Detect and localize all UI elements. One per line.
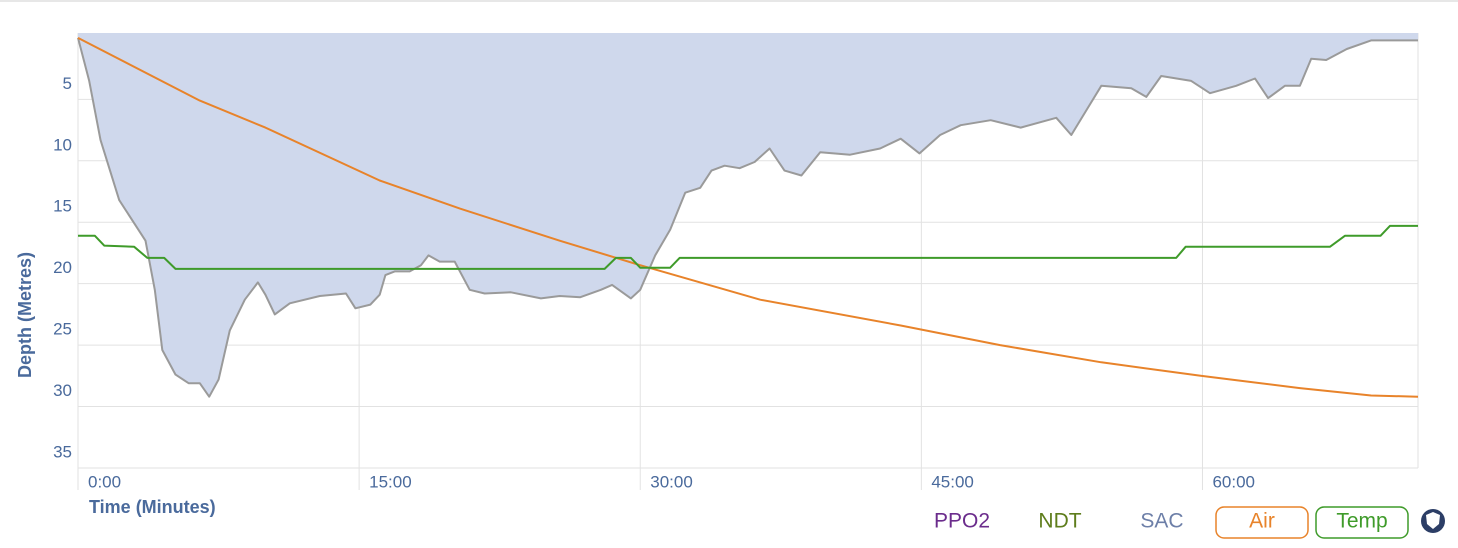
labels: Time (Minutes) Depth (Metres) 5 10 15 20 25 3… [15, 74, 1409, 539]
y-tick-label: 10 [53, 135, 72, 154]
y-tick-label: 15 [53, 197, 72, 216]
x-tick-label: 30:00 [650, 472, 693, 491]
y-tick-label: 25 [53, 320, 72, 339]
legend-toggle[interactable]: SAC [1140, 510, 1183, 533]
y-tick-label: 20 [53, 258, 72, 277]
settings-icon[interactable] [1421, 509, 1445, 533]
series-line [77, 37, 1419, 398]
x-tick-label: 45:00 [931, 472, 974, 491]
series-line [78, 224, 1418, 270]
plot [77, 33, 1419, 398]
y-tick-label: 35 [53, 442, 72, 461]
legend-box[interactable] [1315, 506, 1409, 539]
legend-toggle[interactable]: NDT [1038, 510, 1081, 533]
legend: PPO2 NDT SAC Air Temp [934, 506, 1409, 539]
x-axis-title: Time (Minutes) [89, 497, 216, 517]
y-tick-label: 30 [53, 381, 72, 400]
y-tick-label: 5 [63, 74, 72, 93]
y-axis-title: Depth (Metres) [15, 252, 35, 378]
legend-toggle[interactable]: PPO2 [934, 510, 990, 533]
legend-entry[interactable]: Air [1249, 510, 1275, 533]
x-tick-label: 15:00 [369, 472, 412, 491]
depth-line [77, 37, 1418, 398]
depth-fill [78, 33, 1418, 397]
x-tick-label: 0:00 [88, 472, 121, 491]
legend-box[interactable] [1215, 506, 1309, 539]
legend-entry[interactable]: Temp [1336, 510, 1387, 533]
x-tick-label: 60:00 [1212, 472, 1255, 491]
